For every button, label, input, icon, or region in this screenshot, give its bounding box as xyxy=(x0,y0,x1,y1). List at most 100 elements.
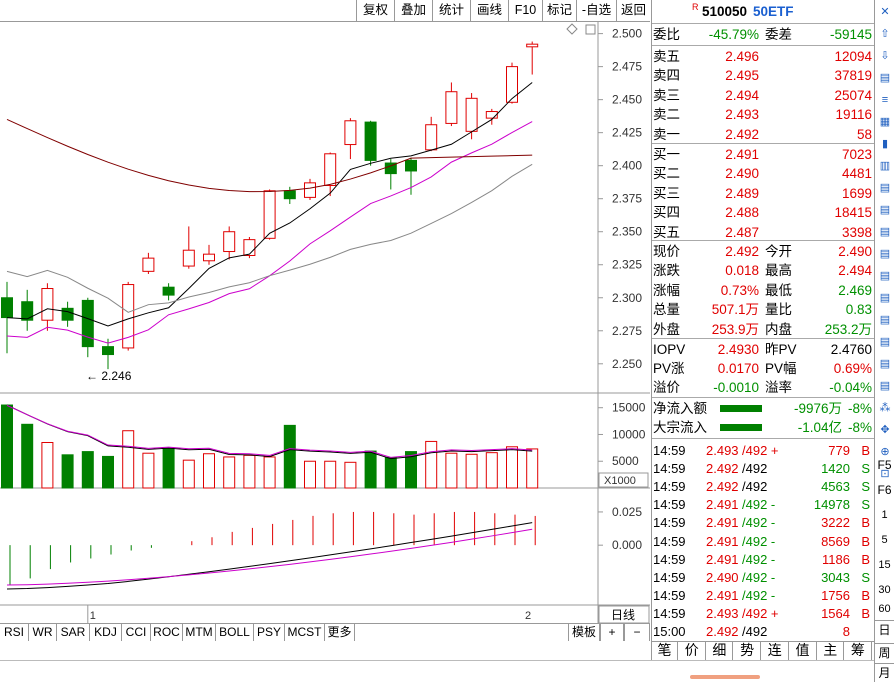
candle[interactable] xyxy=(425,116,438,152)
candle[interactable] xyxy=(405,157,417,195)
zoom-in-icon[interactable]: ⊕ xyxy=(880,446,890,458)
candle[interactable] xyxy=(364,120,377,166)
kline-chart[interactable]: 2.500 2.475 2.450 2.425 2.400 2.375 2.350 2.325… xyxy=(0,22,650,623)
candle[interactable] xyxy=(526,41,539,75)
close-icon[interactable]: ✕ xyxy=(880,6,890,18)
period-box[interactable] xyxy=(598,605,650,623)
indicator-tab-roc[interactable]: ROC xyxy=(151,624,183,641)
tick-row[interactable]: 14:59 2.491/492 - 14978 S xyxy=(652,495,874,514)
tick-row[interactable]: 14:59 2.490/492 - 3043 S xyxy=(652,568,874,587)
tick-row[interactable]: 14:59 2.491/492 - 1186 B xyxy=(652,550,874,569)
candle[interactable] xyxy=(445,82,458,127)
candle[interactable] xyxy=(324,152,337,197)
bid-row[interactable]: 买一 2.491 7023 xyxy=(652,145,874,164)
tick-row[interactable]: 14:59 2.491/492 - 1756 B xyxy=(652,586,874,605)
add-indicator-button[interactable]: + xyxy=(600,624,624,641)
candle[interactable] xyxy=(182,226,195,269)
bar-icon[interactable]: ▮ xyxy=(881,138,889,150)
candle[interactable] xyxy=(61,301,74,327)
file-icon[interactable]: ▤ xyxy=(879,248,891,260)
remove-indicator-button[interactable]: − xyxy=(624,624,650,641)
wave-icon[interactable]: ▤ xyxy=(879,358,891,370)
period-tool-1[interactable]: F6 xyxy=(877,483,892,497)
panel-tab-3[interactable]: 势 xyxy=(734,641,762,660)
indicator-tab-rsi[interactable]: RSI xyxy=(0,624,29,641)
candle[interactable] xyxy=(81,297,94,358)
restore-rights-button[interactable]: 复权 xyxy=(356,0,394,21)
candle[interactable] xyxy=(304,178,316,201)
tick-row[interactable]: 14:59 2.492/492 4563 S xyxy=(652,477,874,496)
candle[interactable] xyxy=(203,244,215,265)
diamond-icon[interactable] xyxy=(566,23,578,35)
mark-button[interactable]: 标记 xyxy=(542,0,576,21)
back-button[interactable]: 返回 xyxy=(616,0,650,21)
table-icon[interactable]: ▥ xyxy=(879,160,891,172)
tick-row[interactable]: 14:59 2.491/492 - 8569 B xyxy=(652,532,874,551)
period-tool-0[interactable]: F5 xyxy=(877,458,892,472)
index-icon[interactable]: ▤ xyxy=(879,182,891,194)
add-watchlist-button[interactable]: -自选 xyxy=(576,0,616,21)
candle[interactable] xyxy=(102,338,114,370)
bid-row[interactable]: 买三 2.489 1699 xyxy=(652,184,874,203)
overlay-button[interactable]: 叠加 xyxy=(394,0,432,21)
indicator-tab-mtm[interactable]: MTM xyxy=(183,624,216,641)
fx-icon[interactable]: ▤ xyxy=(879,314,891,326)
ask-row[interactable]: 卖四 2.495 37819 xyxy=(652,66,874,85)
period-tool-3[interactable]: 5 xyxy=(881,534,888,546)
tick-row[interactable]: 15:00 2.492/492 8 xyxy=(652,622,874,641)
candle[interactable] xyxy=(223,226,236,260)
candle[interactable] xyxy=(344,118,357,160)
period-tool-9[interactable]: 月 xyxy=(875,663,894,681)
bid-row[interactable]: 买五 2.487 3398 xyxy=(652,223,874,242)
candle[interactable] xyxy=(263,189,276,240)
star-icon[interactable]: ⁂ xyxy=(879,402,891,414)
indicator-tab-sar[interactable]: SAR xyxy=(57,624,90,641)
candle[interactable] xyxy=(41,283,54,331)
ask-row[interactable]: 卖二 2.493 19116 xyxy=(652,105,874,124)
quote-icon[interactable]: ▤ xyxy=(879,292,891,304)
move-icon[interactable]: ✥ xyxy=(880,424,890,436)
list-icon[interactable]: ≡ xyxy=(881,94,889,106)
layout-icon[interactable]: ▤ xyxy=(879,72,891,84)
candle[interactable] xyxy=(485,108,498,125)
period-tool-8[interactable]: 周 xyxy=(875,643,894,661)
indicator-tab-mcst[interactable]: MCST xyxy=(285,624,325,641)
period-tool-6[interactable]: 60 xyxy=(878,603,891,615)
page-up-icon[interactable]: ⇧ xyxy=(880,28,890,40)
statistics-button[interactable]: 统计 xyxy=(432,0,470,21)
panel-tab-6[interactable]: 主 xyxy=(817,641,845,660)
panel-tab-0[interactable]: 笔 xyxy=(651,641,678,660)
text-icon[interactable]: ▤ xyxy=(879,226,891,238)
indicator-tab-kdj[interactable]: KDJ xyxy=(90,624,122,641)
panel-tab-7[interactable]: 筹 xyxy=(845,641,872,660)
candle[interactable] xyxy=(283,186,296,204)
f10-button[interactable]: F10 xyxy=(508,0,542,21)
window-icon[interactable] xyxy=(585,24,596,35)
period-tool-2[interactable]: 1 xyxy=(881,509,888,521)
period-tool-4[interactable]: 15 xyxy=(878,559,891,571)
tick-row[interactable]: 14:59 2.491/492 - 3222 B xyxy=(652,513,874,532)
compare-icon[interactable]: ▤ xyxy=(879,336,891,348)
page-down-icon[interactable]: ⇩ xyxy=(880,50,890,62)
indicator-tab-更多[interactable]: 更多 xyxy=(325,624,355,641)
ask-row[interactable]: 卖五 2.496 12094 xyxy=(652,47,874,66)
draw-line-button[interactable]: 画线 xyxy=(470,0,508,21)
candle[interactable] xyxy=(122,281,135,351)
panel-tab-2[interactable]: 细 xyxy=(706,641,734,660)
template-button[interactable]: 模板 xyxy=(568,624,600,641)
indicator-tab-cci[interactable]: CCI xyxy=(122,624,151,641)
grid-icon[interactable]: ▦ xyxy=(879,116,891,128)
indicator-tab-wr[interactable]: WR xyxy=(29,624,57,641)
bid-row[interactable]: 买四 2.488 18415 xyxy=(652,203,874,222)
period-tool-7[interactable]: 日 xyxy=(875,620,894,638)
panel-tab-1[interactable]: 价 xyxy=(679,641,706,660)
candle[interactable] xyxy=(142,252,155,274)
rsi-icon[interactable]: ▤ xyxy=(879,380,891,392)
period-tool-5[interactable]: 30 xyxy=(878,584,891,596)
bid-row[interactable]: 买二 2.490 4481 xyxy=(652,164,874,183)
candle[interactable] xyxy=(506,62,518,104)
indicator-tab-psy[interactable]: PSY xyxy=(254,624,285,641)
tick-row[interactable]: 14:59 2.493/492 + 779 B xyxy=(652,441,874,460)
tick-row[interactable]: 14:59 2.492/492 1420 S xyxy=(652,459,874,478)
candle[interactable] xyxy=(21,289,34,331)
